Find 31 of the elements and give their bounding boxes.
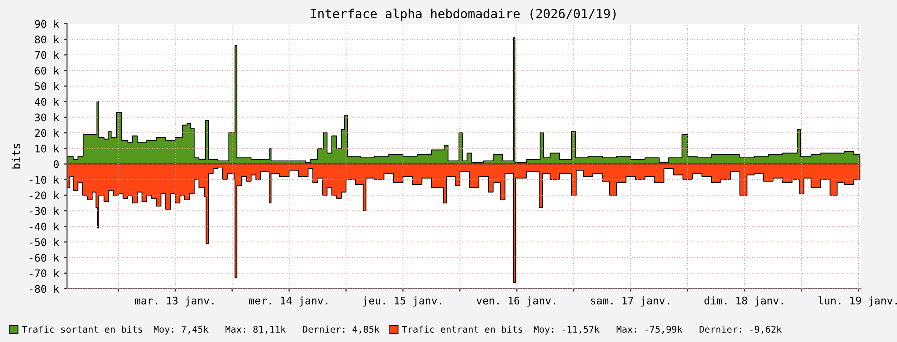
x-tick-label: lun. 19 janv. — [818, 296, 897, 307]
y-tick-label: -50 k — [30, 238, 60, 246]
legend-label: Trafic entrant en bits — [402, 326, 522, 334]
text: Moy: 7,45k Max: 81,11k Dernier: 4,85k — [154, 326, 380, 335]
y-tick-label: 10 k — [36, 144, 60, 153]
x-tick-label: dim. 18 janv. — [704, 296, 784, 307]
y-tick-label: 50 k — [35, 82, 60, 90]
y-tick-label: 70 k — [35, 51, 60, 60]
text: Moy: -11,57k Max: -75,99k Dernier: -9,62k — [534, 326, 782, 335]
y-tick-label: -70 k — [30, 269, 60, 278]
x-tick-label: jeu. 15 janv. — [363, 296, 442, 307]
y-axis-title: bits — [12, 144, 21, 169]
y-tick-label: 60 k — [35, 66, 60, 75]
y-tick-label: 90 k — [35, 20, 60, 28]
legend-label: Trafic sortant en bits — [22, 326, 142, 334]
y-tick-label: 80 k — [35, 36, 60, 44]
y-tick-label: 40 k — [35, 98, 60, 106]
x-tick-label: sam. 17 janv. — [591, 296, 670, 307]
y-tick-label: 20 k — [35, 129, 60, 138]
y-tick-label: -10 k — [30, 176, 60, 184]
y-tick-label: -80 k — [30, 285, 60, 294]
y-tick-label: -40 k — [30, 222, 60, 231]
x-tick-label: mar. 13 janv. — [135, 296, 214, 307]
x-tick-label: ven. 16 janv. — [476, 296, 556, 307]
chart-title: Interface alpha hebdomadaire (2026/01/19) — [311, 8, 616, 21]
y-tick-label: -20 k — [30, 192, 60, 200]
x-tick-label: mer. 14 janv. — [249, 296, 328, 307]
y-tick-label: 30 k — [35, 114, 60, 122]
y-tick-label: -30 k — [30, 207, 60, 216]
y-tick-label: -60 k — [30, 254, 60, 262]
y-tick-label: 0 — [54, 160, 59, 168]
